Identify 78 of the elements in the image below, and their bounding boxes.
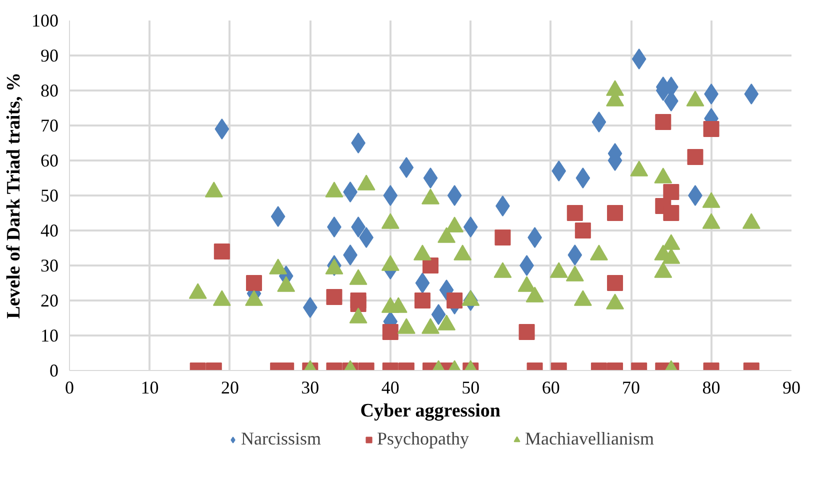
point bbox=[269, 258, 288, 274]
point bbox=[438, 314, 456, 330]
point bbox=[566, 266, 584, 282]
point bbox=[462, 290, 480, 306]
point bbox=[494, 262, 512, 278]
point bbox=[663, 184, 680, 200]
y-tick-label: 0 bbox=[50, 360, 58, 380]
y-tick-label: 100 bbox=[32, 10, 58, 30]
point bbox=[607, 205, 624, 221]
point bbox=[592, 112, 606, 132]
point bbox=[662, 248, 680, 264]
point bbox=[662, 234, 680, 250]
y-tick-label: 90 bbox=[40, 46, 58, 66]
point bbox=[349, 269, 368, 285]
x-tick-label: 80 bbox=[702, 378, 720, 398]
y-tick-label: 40 bbox=[40, 220, 58, 240]
y-tick-label: 60 bbox=[40, 150, 58, 170]
point bbox=[277, 276, 296, 292]
point bbox=[325, 258, 344, 274]
x-tick-label: 70 bbox=[622, 378, 640, 398]
point bbox=[381, 255, 400, 271]
legend-label: Machiavellianism bbox=[525, 428, 654, 450]
point bbox=[422, 188, 440, 204]
y-tick-label: 30 bbox=[40, 256, 58, 276]
x-axis-title: Cyber aggression bbox=[360, 400, 501, 422]
point bbox=[413, 244, 432, 260]
point bbox=[703, 121, 720, 137]
point bbox=[188, 283, 207, 299]
point bbox=[270, 206, 286, 227]
point bbox=[447, 185, 462, 206]
point bbox=[381, 213, 400, 229]
x-tick-label: 40 bbox=[381, 378, 400, 398]
y-tick-label: 20 bbox=[40, 290, 58, 310]
point bbox=[566, 205, 583, 221]
point bbox=[552, 160, 566, 182]
point bbox=[214, 118, 230, 140]
point bbox=[574, 290, 592, 306]
point bbox=[663, 205, 680, 221]
x-tick-label: 90 bbox=[782, 378, 800, 398]
point bbox=[550, 262, 568, 278]
y-tick-label: 80 bbox=[40, 80, 58, 100]
point bbox=[518, 276, 536, 292]
legend-label: Narcissism bbox=[241, 428, 322, 450]
x-tick-label: 20 bbox=[220, 378, 239, 398]
legend-label: Psychopathy bbox=[377, 428, 470, 450]
point bbox=[454, 244, 472, 260]
y-axis-title: Levele of Dark Triad traits, % bbox=[4, 72, 24, 319]
x-tick-label: 30 bbox=[301, 378, 320, 398]
point bbox=[397, 318, 416, 334]
point bbox=[389, 297, 408, 313]
point bbox=[742, 213, 760, 229]
point bbox=[632, 48, 646, 70]
point bbox=[590, 244, 608, 260]
y-tick-label: 50 bbox=[40, 186, 58, 206]
x-tick-label: 60 bbox=[542, 378, 560, 398]
point bbox=[702, 192, 720, 208]
y-tick-label: 70 bbox=[40, 116, 58, 136]
point bbox=[212, 290, 231, 306]
x-tick-label: 10 bbox=[140, 378, 159, 398]
point bbox=[446, 216, 464, 232]
point bbox=[606, 294, 624, 310]
x-tick-label: 50 bbox=[462, 378, 480, 398]
point bbox=[422, 318, 440, 334]
point bbox=[702, 213, 720, 229]
y-tick-label: 10 bbox=[40, 326, 58, 346]
point bbox=[438, 227, 456, 243]
point bbox=[654, 262, 672, 278]
point bbox=[383, 185, 398, 206]
point bbox=[245, 290, 264, 306]
point bbox=[744, 84, 759, 104]
point bbox=[687, 149, 704, 165]
point bbox=[576, 168, 590, 188]
point bbox=[349, 308, 368, 324]
point bbox=[526, 286, 544, 302]
point bbox=[423, 168, 438, 188]
x-tick-label: 0 bbox=[65, 378, 74, 398]
point bbox=[655, 114, 672, 130]
point bbox=[399, 157, 414, 178]
